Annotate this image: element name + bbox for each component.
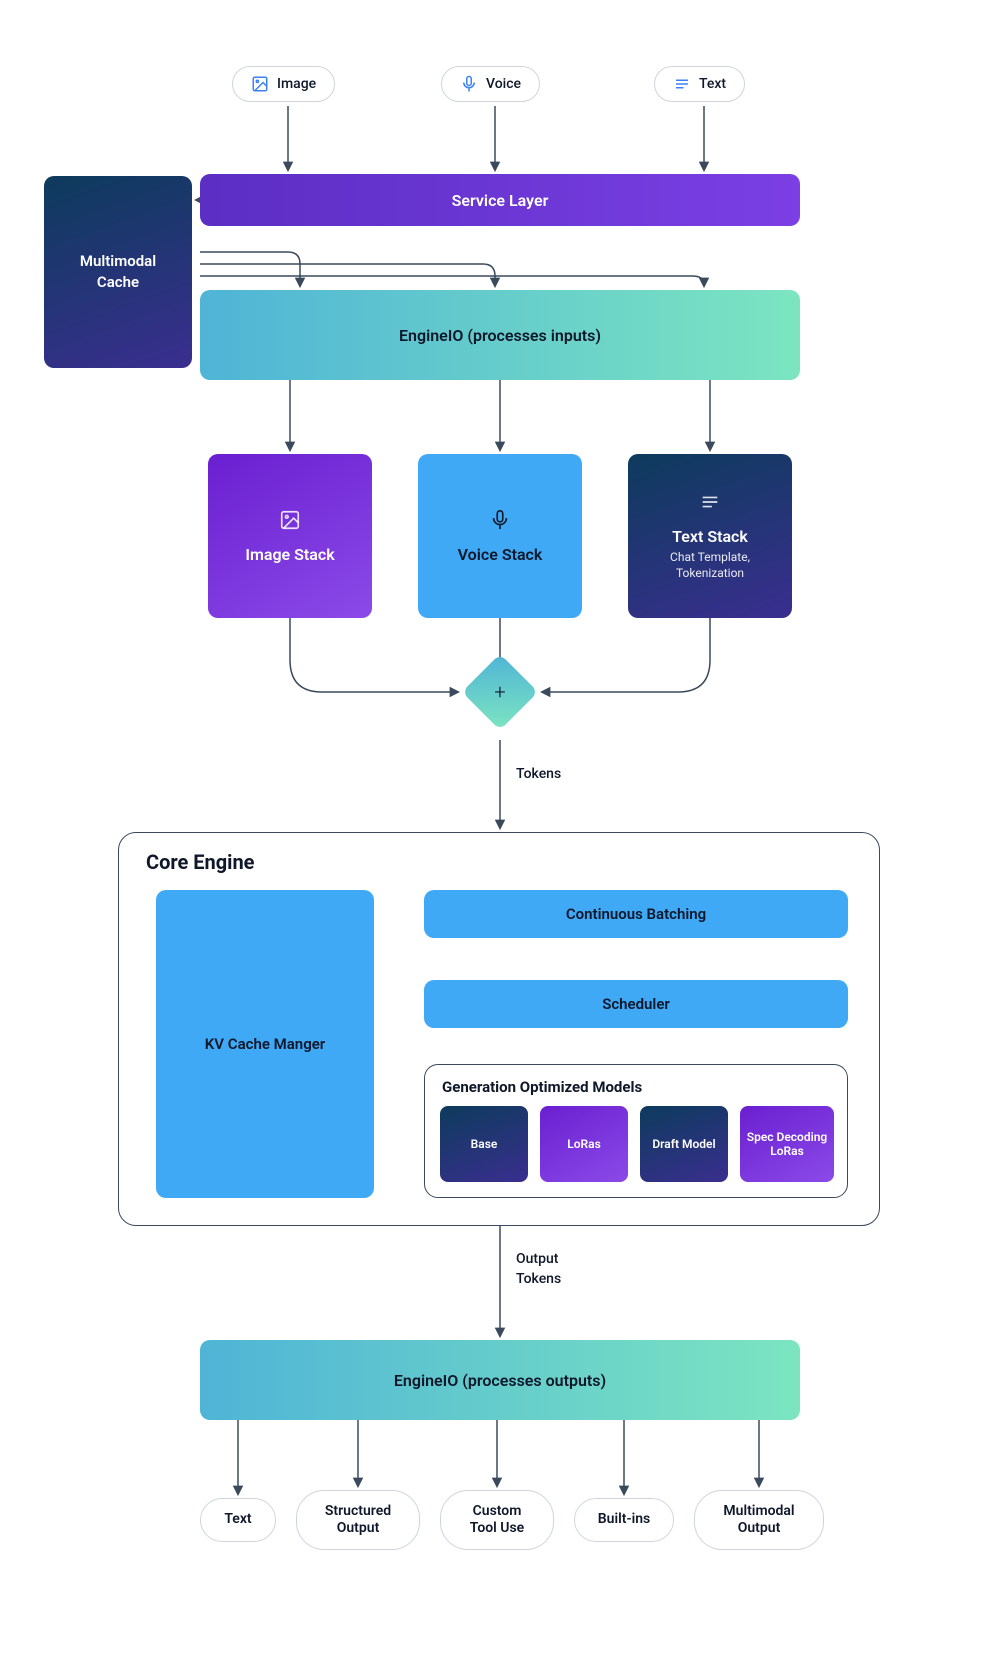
gom-item-draft: Draft Model xyxy=(640,1106,728,1182)
output-pill-tooluse: Custom Tool Use xyxy=(440,1490,554,1550)
engineio-inputs-bar: EngineIO (processes inputs) xyxy=(200,290,800,380)
gom-item-loras: LoRas xyxy=(540,1106,628,1182)
service-layer-label: Service Layer xyxy=(452,191,549,210)
voice-icon xyxy=(489,509,511,535)
input-pill-label: Voice xyxy=(486,76,521,92)
gom-item-base: Base xyxy=(440,1106,528,1182)
input-pill-image: Image xyxy=(232,66,335,102)
voice-icon xyxy=(460,75,478,93)
output-pill-label: Built-ins xyxy=(598,1511,650,1529)
voice-stack-title: Voice Stack xyxy=(458,545,543,564)
output-pill-label: Custom Tool Use xyxy=(459,1503,535,1538)
output-pill-label: Structured Output xyxy=(315,1503,401,1538)
text-icon xyxy=(699,491,721,517)
core-engine-title: Core Engine xyxy=(146,850,254,874)
gom-item-label: Spec Decoding LoRas xyxy=(744,1130,830,1159)
diagram-canvas: Image Voice Text Service Layer Multimoda… xyxy=(0,0,994,1668)
gom-item-label: LoRas xyxy=(567,1137,601,1151)
output-pill-label: Text xyxy=(224,1511,251,1529)
gom-item-label: Base xyxy=(471,1137,498,1151)
input-pill-label: Image xyxy=(277,76,316,92)
text-stack-box: Text Stack Chat Template, Tokenization xyxy=(628,454,792,618)
image-stack-title: Image Stack xyxy=(245,545,334,564)
output-pill-label: Multimodal Output xyxy=(713,1503,805,1538)
multimodal-cache-label: Multimodal Cache xyxy=(63,251,173,293)
image-icon xyxy=(251,75,269,93)
scheduler-bar: Scheduler xyxy=(424,980,848,1028)
gom-title: Generation Optimized Models xyxy=(442,1078,642,1096)
image-stack-box: Image Stack xyxy=(208,454,372,618)
continuous-batching-bar: Continuous Batching xyxy=(424,890,848,938)
combiner-diamond: + xyxy=(462,654,538,730)
scheduler-label: Scheduler xyxy=(602,995,670,1013)
image-icon xyxy=(279,509,301,535)
output-pill-text: Text xyxy=(200,1498,276,1542)
tokens-label: Tokens xyxy=(516,766,561,782)
input-pill-label: Text xyxy=(699,76,726,92)
output-tokens-label: Output Tokens xyxy=(516,1250,586,1289)
input-pill-voice: Voice xyxy=(441,66,540,102)
text-stack-title: Text Stack xyxy=(672,527,748,546)
service-layer-bar: Service Layer xyxy=(200,174,800,226)
text-stack-subtitle: Chat Template, Tokenization xyxy=(645,550,775,581)
output-pill-builtins: Built-ins xyxy=(574,1498,674,1542)
engineio-outputs-label: EngineIO (processes outputs) xyxy=(394,1371,606,1390)
output-pill-structured: Structured Output xyxy=(296,1490,420,1550)
continuous-batching-label: Continuous Batching xyxy=(566,905,706,923)
text-icon xyxy=(673,75,691,93)
gom-item-spec: Spec Decoding LoRas xyxy=(740,1106,834,1182)
engineio-outputs-bar: EngineIO (processes outputs) xyxy=(200,1340,800,1420)
kv-cache-box: KV Cache Manger xyxy=(156,890,374,1198)
multimodal-cache-box: Multimodal Cache xyxy=(44,176,192,368)
engineio-inputs-label: EngineIO (processes inputs) xyxy=(399,326,601,345)
output-pill-multimodal: Multimodal Output xyxy=(694,1490,824,1550)
gom-item-label: Draft Model xyxy=(652,1137,715,1151)
kv-cache-label: KV Cache Manger xyxy=(205,1035,325,1053)
plus-icon: + xyxy=(473,665,527,719)
input-pill-text: Text xyxy=(654,66,745,102)
voice-stack-box: Voice Stack xyxy=(418,454,582,618)
